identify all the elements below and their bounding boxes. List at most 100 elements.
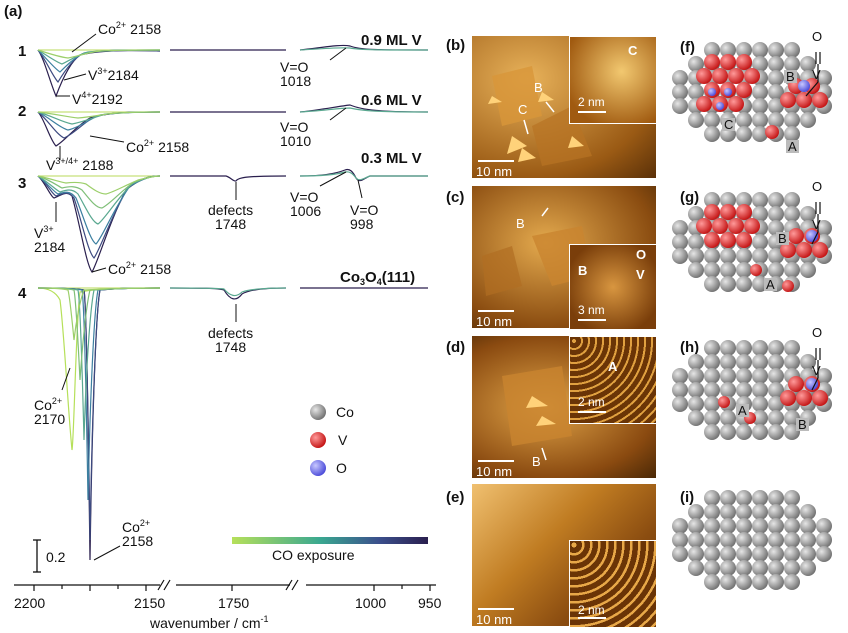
v-atom <box>712 68 728 84</box>
co-atom <box>672 70 688 86</box>
co-atom <box>736 518 752 534</box>
v-atom <box>812 92 828 108</box>
co-atom <box>752 234 768 250</box>
co-atom <box>784 504 800 520</box>
co-atom <box>800 560 816 576</box>
co-atom <box>672 368 688 384</box>
row-label-4: 4 <box>18 285 27 302</box>
co-atom <box>752 504 768 520</box>
spectrum-row-1 <box>37 44 429 98</box>
model-h-v: V <box>812 363 821 378</box>
co-atom <box>688 410 704 426</box>
co-atom <box>752 424 768 440</box>
ann-v34-2188: V3+/4+ 2188 <box>46 156 114 173</box>
ann-vo-1018: V=O 1018 <box>280 59 312 89</box>
co-atom <box>784 532 800 548</box>
ann-co2-2170: Co2+ 2170 <box>34 396 66 427</box>
co-atom <box>784 206 800 222</box>
co-atom <box>736 382 752 398</box>
co-atom <box>736 368 752 384</box>
v-atom <box>788 228 804 244</box>
v-atom <box>796 242 812 258</box>
co-atom <box>688 234 704 250</box>
stm-c-scale: 10 nm <box>476 314 513 328</box>
co-atom <box>768 354 784 370</box>
co-atom <box>768 546 784 562</box>
co-atom <box>752 192 768 208</box>
co-atom <box>688 368 704 384</box>
co-atom <box>784 340 800 356</box>
model-f-mark-a: A <box>786 139 799 154</box>
co-atom <box>672 84 688 100</box>
panel-b-label: (b) <box>446 37 466 54</box>
stm-d-mark-b: B <box>532 454 541 469</box>
co-atom <box>672 518 688 534</box>
co-atom <box>688 112 704 128</box>
co-atom <box>720 354 736 370</box>
model-g-v: V <box>812 217 821 232</box>
co-atom <box>720 410 736 426</box>
co-atom <box>784 126 800 142</box>
co-atom <box>704 504 720 520</box>
co-atom <box>784 560 800 576</box>
v-atom <box>744 218 760 234</box>
panel-d-label: (d) <box>446 339 466 356</box>
stm-b-scalebar <box>478 160 514 162</box>
coverage-03: 0.3 ML V <box>361 150 422 167</box>
co-atom <box>736 262 752 278</box>
stm-b-mark-c: C <box>518 102 528 117</box>
v-atom <box>736 54 752 70</box>
intensity-scale-label: 0.2 <box>46 549 66 565</box>
ann-vo-998: V=O 998 <box>350 202 379 232</box>
co-atom <box>704 276 720 292</box>
co-atom <box>720 546 736 562</box>
v-atom <box>720 54 736 70</box>
v-atom <box>736 204 752 220</box>
co-atom <box>688 560 704 576</box>
stm-e-scale: 10 nm <box>476 612 513 626</box>
v-atom <box>704 232 720 248</box>
co-atom <box>704 262 720 278</box>
x-tick-2200: 2200 <box>14 595 46 611</box>
co-atom <box>768 490 784 506</box>
v-atom <box>736 82 752 98</box>
co-atom <box>704 546 720 562</box>
co-atom <box>688 206 704 222</box>
stm-c-inset-mark-b: B <box>578 263 588 278</box>
co-atom <box>704 368 720 384</box>
co-atom <box>768 382 784 398</box>
v-atom <box>780 92 796 108</box>
x-tick-950: 950 <box>418 595 442 611</box>
co-atom <box>688 56 704 72</box>
v-atom <box>704 54 720 70</box>
ann-co2-2158-r1: Co2+ 2158 <box>98 20 162 37</box>
co-atom <box>784 192 800 208</box>
v-atom <box>796 390 812 406</box>
ann-vo-1010: V=O 1010 <box>280 119 312 149</box>
co-atom <box>752 206 768 222</box>
stm-c-inset-mark-v: V <box>636 267 645 282</box>
co-atom <box>800 206 816 222</box>
co-atom <box>704 126 720 142</box>
co-atom <box>768 340 784 356</box>
stm-d-scalebar <box>478 460 514 462</box>
stm-d-scale: 10 nm <box>476 464 513 478</box>
stm-d-inset-scalebar <box>578 411 606 413</box>
model-f-o: O <box>812 29 823 44</box>
co-atom <box>704 574 720 590</box>
v-atom <box>750 264 762 276</box>
co-atom <box>768 262 784 278</box>
model-f-mark-b: B <box>784 69 797 84</box>
co-atom <box>672 220 688 236</box>
stm-c-inset-scalebar <box>578 319 606 321</box>
co-atom <box>784 518 800 534</box>
co-atom <box>736 248 752 264</box>
legend-v-label: V <box>338 432 348 448</box>
co-atom <box>736 276 752 292</box>
x-tick-1750: 1750 <box>218 595 250 611</box>
legend-o-label: O <box>336 460 347 476</box>
ann-vo-1006: V=O 1006 <box>290 189 322 219</box>
co-atom <box>784 42 800 58</box>
stm-c-mark-b: B <box>516 216 525 231</box>
